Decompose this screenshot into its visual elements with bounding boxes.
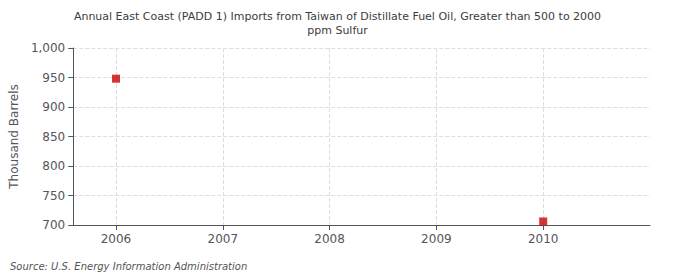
svg-text:Thousand Barrels: Thousand Barrels [7,84,21,189]
svg-text:2007: 2007 [208,232,239,246]
svg-text:2008: 2008 [314,232,345,246]
svg-text:2006: 2006 [101,232,132,246]
svg-text:2009: 2009 [421,232,452,246]
svg-text:800: 800 [42,159,65,173]
svg-text:850: 850 [42,130,65,144]
svg-text:ppm Sulfur: ppm Sulfur [307,24,368,37]
svg-text:1,000: 1,000 [31,41,65,55]
svg-text:Annual East Coast (PADD 1) Imp: Annual East Coast (PADD 1) Imports from … [74,10,601,23]
svg-text:Source: U.S. Energy Informatio: Source: U.S. Energy Information Administ… [10,261,247,272]
svg-text:950: 950 [42,71,65,85]
svg-text:700: 700 [42,218,65,232]
svg-text:2010: 2010 [528,232,559,246]
svg-text:900: 900 [42,100,65,114]
svg-text:750: 750 [42,189,65,203]
